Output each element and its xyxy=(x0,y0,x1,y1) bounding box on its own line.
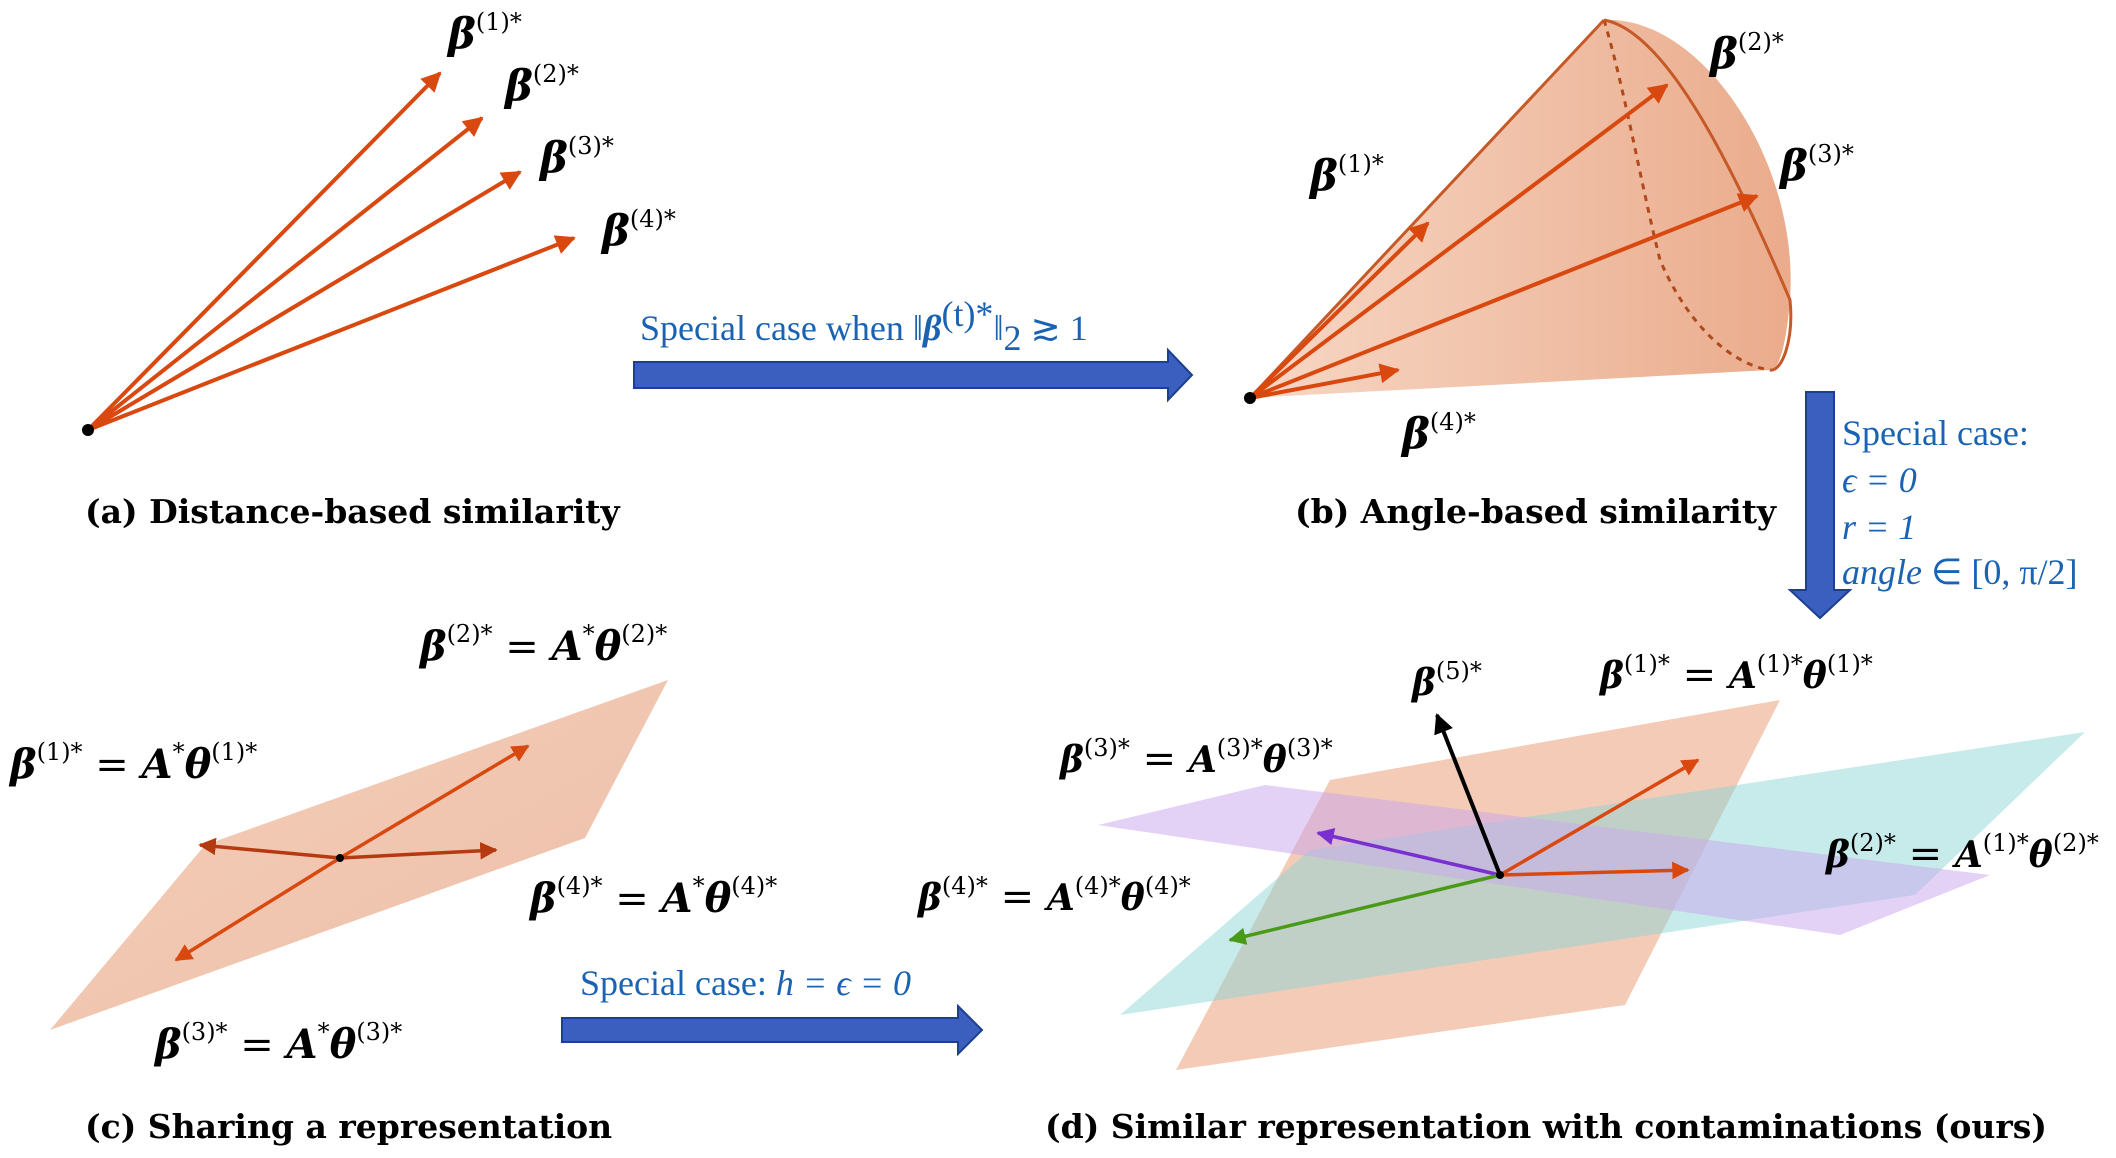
vector-beta-1 xyxy=(86,71,442,432)
arrow-c-to-d: Special case: h = ϵ = 0 xyxy=(561,963,984,1057)
arrow-c-d-label: Special case: h = ϵ = 0 xyxy=(580,963,911,1003)
panel-a: β(1)* β(2)* β(3)* β(4)* (a) Distance-bas… xyxy=(82,8,676,531)
arrow-a-b-label: Special case when ‖β(t)*‖2 ≳ 1 xyxy=(640,294,1088,358)
arrow-b-d-line2: ϵ = 0 xyxy=(1842,460,1917,500)
cone-rim-back xyxy=(1602,19,1771,372)
label-b-beta-4: β(4)* xyxy=(1400,408,1476,458)
arrow-a-to-b: Special case when ‖β(t)*‖2 ≳ 1 xyxy=(633,294,1194,403)
panel-b: β(1)* β(2)* β(3)* β(4)* (b) Angle-based … xyxy=(1244,18,1854,531)
vector-d-beta-1 xyxy=(1499,758,1700,877)
vector-beta-2 xyxy=(86,116,484,432)
plane-purple-d xyxy=(1098,785,1990,935)
arrow-b-to-d: Special case: ϵ = 0 r = 1 angle ∈ [0, π/… xyxy=(1787,391,2078,620)
eq-d-beta-2: β(2)* = A(1)*θ(2)* xyxy=(1824,829,2099,877)
vector-b-beta-4 xyxy=(1249,363,1400,400)
cone-rim-front xyxy=(1603,18,1793,372)
vector-d-beta-4 xyxy=(1228,873,1501,945)
eq-c-beta-2: β(2)* = A*θ(2)* xyxy=(418,620,667,670)
vector-c-beta-2 xyxy=(339,744,530,860)
vector-b-beta-2 xyxy=(1248,83,1669,400)
caption-c: (c) Sharing a representation xyxy=(85,1107,612,1146)
vector-b-beta-3 xyxy=(1249,193,1759,400)
label-beta-4: β(4)* xyxy=(600,205,676,255)
label-b-beta-3: β(3)* xyxy=(1778,140,1854,190)
arrow-b-d-line3: r = 1 xyxy=(1842,507,1916,547)
origin-point-c xyxy=(336,854,344,862)
label-beta-2: β(2)* xyxy=(503,60,579,110)
vector-beta-4 xyxy=(87,235,576,432)
vector-b-beta-1 xyxy=(1248,221,1430,400)
vector-beta-3 xyxy=(86,170,522,432)
eq-d-beta-4: β(4)* = A(4)*θ(4)* xyxy=(916,872,1191,920)
label-b-beta-1: β(1)* xyxy=(1308,150,1384,200)
eq-c-beta-3: β(3)* = A*θ(3)* xyxy=(153,1018,402,1068)
label-beta-3: β(3)* xyxy=(538,132,614,182)
vector-d-beta-2 xyxy=(1499,861,1690,880)
origin-point xyxy=(82,424,94,436)
label-beta-1: β(1)* xyxy=(446,8,522,58)
blue-arrow-right-bottom xyxy=(561,1003,984,1057)
panel-c: β(2)* = A*θ(2)* β(1)* = A*θ(1)* β(4)* = … xyxy=(8,620,777,1146)
panel-d: β(5)* β(1)* = A(1)*θ(1)* β(3)* = A(3)*θ(… xyxy=(916,650,2099,1146)
cone-edge-top xyxy=(1248,18,1606,400)
cone-body xyxy=(1250,19,1791,399)
vector-c-beta-4 xyxy=(339,842,498,860)
eq-d-beta-3: β(3)* = A(3)*θ(3)* xyxy=(1058,734,1333,782)
eq-d-beta-1: β(1)* = A(1)*θ(1)* xyxy=(1598,650,1873,698)
vector-d-beta-3 xyxy=(1316,828,1501,877)
vector-c-beta-1 xyxy=(198,837,341,860)
label-d-beta-5: β(5)* xyxy=(1410,657,1482,704)
caption-b: (b) Angle-based similarity xyxy=(1295,492,1777,531)
eq-c-beta-4: β(4)* = A*θ(4)* xyxy=(528,872,777,922)
blue-arrow-right-top xyxy=(633,347,1194,403)
origin-point-d xyxy=(1496,871,1504,879)
arrow-b-d-line4: angle ∈ [0, π/2] xyxy=(1842,552,2078,592)
origin-point-b xyxy=(1244,392,1256,404)
vector-c-beta-3 xyxy=(174,856,341,962)
shared-plane xyxy=(50,680,668,1030)
eq-c-beta-1: β(1)* = A*θ(1)* xyxy=(8,738,257,788)
arrow-b-d-line1: Special case: xyxy=(1842,413,2029,453)
vector-d-beta-5 xyxy=(1434,713,1502,876)
blue-arrow-down xyxy=(1787,391,1853,620)
caption-a: (a) Distance-based similarity xyxy=(85,492,620,531)
label-b-beta-2: β(2)* xyxy=(1708,28,1784,78)
caption-d: (d) Similar representation with contamin… xyxy=(1045,1107,2047,1146)
